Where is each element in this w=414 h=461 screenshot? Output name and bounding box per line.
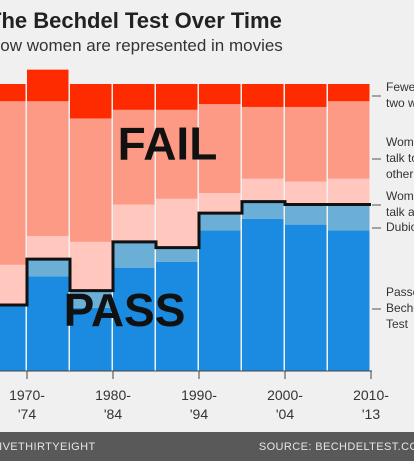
- x-tick-label-year-6: '04: [276, 406, 294, 422]
- bar-women-don-t-talk-to-each-other-0: [0, 101, 26, 265]
- bar-dubious-6: [242, 201, 284, 219]
- bar-women-don-t-talk-to-each-other-4: [156, 109, 198, 199]
- bar-dubious-5: [199, 213, 241, 231]
- bar-passes-bechdel-test-5: [199, 230, 241, 371]
- bar-fewer-than-two-women-1: [27, 69, 69, 102]
- legend-label-women-don-t-talk-to-each-other-0: Women don't: [386, 135, 414, 149]
- footer-bar: FIVETHIRTYEIGHT SOURCE: BECHDELTEST.COM: [0, 432, 414, 461]
- bar-women-only-talk-about-men-6: [242, 178, 284, 202]
- bar-fewer-than-two-women-7: [285, 84, 327, 107]
- bar-passes-bechdel-test-0: [0, 304, 26, 371]
- bar-women-only-talk-about-men-1: [27, 236, 69, 260]
- bar-dubious-1: [27, 259, 69, 277]
- bar-women-only-talk-about-men-3: [113, 204, 155, 242]
- bar-fewer-than-two-women-2: [70, 84, 112, 119]
- bar-passes-bechdel-test-4: [156, 261, 198, 371]
- x-tick-label-year-4: '94: [190, 406, 208, 422]
- legend-label-fewer-than-two-women-1: two women: [386, 96, 414, 110]
- bar-fewer-than-two-women-5: [199, 84, 241, 105]
- x-tick-label-year-2: '84: [104, 406, 122, 422]
- chart-subtitle: How women are represented in movies: [0, 36, 283, 55]
- bar-fewer-than-two-women-3: [113, 84, 155, 110]
- pass-fail-line: [0, 200, 371, 307]
- bar-fewer-than-two-women-4: [156, 84, 198, 110]
- bar-women-only-talk-about-men-5: [199, 193, 241, 214]
- legend-label-women-don-t-talk-to-each-other-1: talk to each: [386, 151, 414, 165]
- bar-passes-bechdel-test-7: [285, 224, 327, 371]
- bar-fewer-than-two-women-0: [0, 84, 26, 102]
- x-tick-label-0: 1970-: [9, 387, 45, 403]
- bar-passes-bechdel-test-6: [242, 218, 284, 371]
- chart-title: The Bechdel Test Over Time: [0, 8, 282, 33]
- bar-dubious-7: [285, 204, 327, 225]
- bar-women-don-t-talk-to-each-other-8: [328, 101, 370, 179]
- bar-passes-bechdel-test-1: [27, 276, 69, 371]
- legend-label-passes-bechdel-test-1: Bechdel: [386, 301, 414, 315]
- x-tick-label-6: 2000-: [267, 387, 303, 403]
- bar-women-don-t-talk-to-each-other-6: [242, 106, 284, 179]
- bar-women-don-t-talk-to-each-other-1: [27, 101, 69, 237]
- bar-dubious-4: [156, 247, 198, 262]
- legend-label-women-only-talk-about-men-1: talk about men: [386, 205, 414, 219]
- bechdel-chart: FAIL PASS 1970- '74 1980- '84 1990- '94 2000- '04…: [0, 69, 414, 422]
- x-tick-label-2: 1980-: [95, 387, 131, 403]
- x-tick-label-year-8: '13: [362, 406, 380, 422]
- bar-dubious-8: [328, 204, 370, 231]
- x-tick-label-year-0: '74: [18, 406, 36, 422]
- x-tick-label-4: 1990-: [181, 387, 217, 403]
- bar-women-don-t-talk-to-each-other-5: [199, 104, 241, 194]
- legend-label-women-only-talk-about-men-0: Women only: [386, 189, 414, 203]
- legend-label-fewer-than-two-women-0: Fewer than: [386, 80, 414, 94]
- bar-passes-bechdel-test-2: [70, 307, 112, 371]
- bar-fewer-than-two-women-8: [328, 84, 370, 102]
- legend-label-passes-bechdel-test-0: Passes: [386, 285, 414, 299]
- bar-dubious-2: [70, 290, 112, 308]
- legend-label-passes-bechdel-test-2: Test: [386, 317, 409, 331]
- footer-credit: FIVETHIRTYEIGHT: [0, 441, 96, 453]
- bar-women-don-t-talk-to-each-other-2: [70, 118, 112, 242]
- bar-passes-bechdel-test-3: [113, 267, 155, 371]
- bar-fewer-than-two-women-6: [242, 84, 284, 107]
- bar-women-only-talk-about-men-0: [0, 264, 26, 305]
- legend-label-dubious-0: Dubious: [386, 220, 414, 234]
- bar-women-don-t-talk-to-each-other-7: [285, 106, 327, 182]
- bar-passes-bechdel-test-8: [328, 230, 370, 371]
- bar-women-only-talk-about-men-8: [328, 178, 370, 205]
- annotation-fail: FAIL: [118, 117, 218, 169]
- bar-women-only-talk-about-men-2: [70, 241, 112, 291]
- footer-source: SOURCE: BECHDELTEST.COM: [258, 441, 414, 453]
- bar-women-only-talk-about-men-7: [285, 181, 327, 205]
- annotation-pass: PASS: [64, 284, 186, 336]
- x-tick-label-8: 2010-: [353, 387, 389, 403]
- bar-dubious-3: [113, 241, 155, 268]
- bar-women-don-t-talk-to-each-other-3: [113, 109, 155, 205]
- legend-label-women-don-t-talk-to-each-other-2: other: [386, 167, 413, 181]
- bar-women-only-talk-about-men-4: [156, 198, 198, 248]
